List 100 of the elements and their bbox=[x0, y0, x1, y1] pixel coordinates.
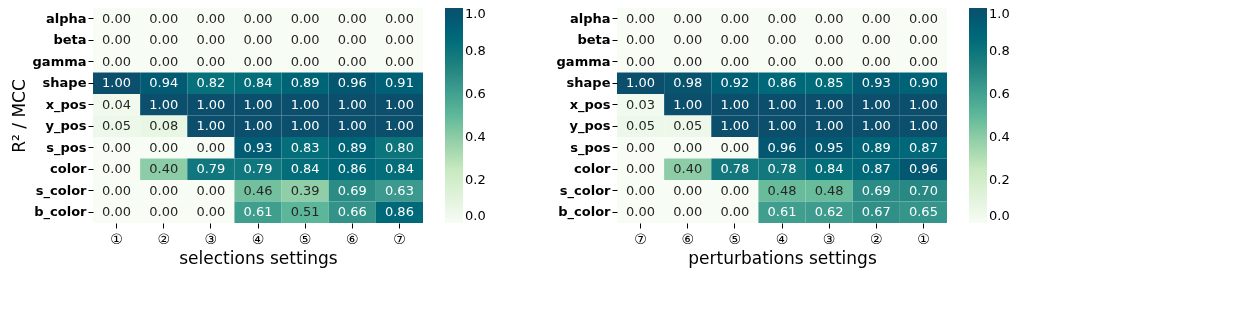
data-label: 0.00 bbox=[290, 32, 320, 48]
data-label: 0.00 bbox=[102, 10, 132, 26]
data-label: 1.00 bbox=[384, 96, 414, 112]
data-label: 0.61 bbox=[243, 204, 273, 220]
data-label: 0.80 bbox=[384, 139, 414, 155]
data-label: 0.00 bbox=[861, 10, 891, 26]
data-label: 0.00 bbox=[720, 204, 750, 220]
data-label: 0.00 bbox=[908, 10, 938, 26]
data-label: 0.00 bbox=[720, 182, 750, 198]
data-label: 0.39 bbox=[290, 182, 320, 198]
y-tick-label: beta bbox=[53, 32, 87, 48]
data-label: 0.48 bbox=[814, 182, 844, 198]
data-label: 0.00 bbox=[149, 204, 179, 220]
x-tick-label: ⑥ bbox=[346, 230, 359, 247]
data-label: 0.05 bbox=[626, 118, 656, 134]
data-label: 0.00 bbox=[673, 10, 703, 26]
data-label: 0.61 bbox=[767, 204, 797, 220]
x-axis-title: selections settings bbox=[179, 247, 338, 268]
data-label: 0.79 bbox=[243, 161, 273, 177]
data-label: 0.48 bbox=[767, 182, 797, 198]
data-label: 0.00 bbox=[102, 161, 132, 177]
data-label: 1.00 bbox=[337, 118, 367, 134]
x-axis-title: perturbations settings bbox=[688, 247, 877, 268]
y-tick-label: shape bbox=[42, 75, 87, 91]
color-bar-label: 0.8 bbox=[465, 43, 486, 58]
x-tick-label: ② bbox=[870, 230, 883, 247]
color-bar-label: 0.6 bbox=[465, 86, 486, 101]
data-label: 0.86 bbox=[767, 75, 797, 91]
data-label: 0.89 bbox=[337, 139, 367, 155]
data-label: 1.00 bbox=[290, 118, 320, 134]
data-label: 0.00 bbox=[626, 161, 656, 177]
data-label: 0.94 bbox=[149, 75, 179, 91]
y-tick-label: color bbox=[574, 161, 612, 177]
y-tick-label: s_pos bbox=[570, 139, 611, 156]
y-tick-label: b_color bbox=[558, 204, 612, 221]
data-label: 1.00 bbox=[673, 96, 703, 112]
data-label: 0.89 bbox=[290, 75, 320, 91]
y-tick-label: beta bbox=[577, 32, 611, 48]
data-label: 0.84 bbox=[814, 161, 844, 177]
data-label: 0.46 bbox=[243, 182, 273, 198]
data-label: 0.00 bbox=[196, 182, 226, 198]
y-tick-label: alpha bbox=[45, 10, 87, 26]
x-tick-label: ③ bbox=[204, 230, 218, 247]
data-label: 0.00 bbox=[102, 53, 132, 69]
data-label: 0.00 bbox=[290, 53, 320, 69]
color-bar-label: 0.6 bbox=[989, 86, 1010, 101]
y-tick-label: y_pos bbox=[45, 118, 87, 135]
data-label: 0.00 bbox=[384, 53, 414, 69]
data-label: 0.00 bbox=[626, 182, 656, 198]
data-label: 0.05 bbox=[102, 118, 132, 134]
data-label: 0.62 bbox=[814, 204, 844, 220]
data-label: 0.00 bbox=[626, 53, 656, 69]
data-label: 0.91 bbox=[384, 75, 414, 91]
data-label: 0.00 bbox=[908, 53, 938, 69]
data-label: 1.00 bbox=[384, 118, 414, 134]
data-label: 0.00 bbox=[673, 182, 703, 198]
data-label: 0.00 bbox=[149, 53, 179, 69]
color-bar-label: 0.2 bbox=[465, 172, 486, 187]
data-label: 0.86 bbox=[384, 204, 414, 220]
x-tick-label: ③ bbox=[822, 230, 836, 247]
x-tick-label: ④ bbox=[251, 230, 265, 247]
x-tick-label: ⑥ bbox=[681, 230, 694, 247]
y-tick-label: x_pos bbox=[45, 96, 87, 113]
data-label: 0.84 bbox=[290, 161, 320, 177]
data-label: 0.00 bbox=[720, 139, 750, 155]
y-tick-label: s_pos bbox=[46, 139, 87, 156]
y-tick-label: b_color bbox=[34, 204, 88, 221]
data-label: 1.00 bbox=[196, 96, 226, 112]
data-label: 0.00 bbox=[673, 204, 703, 220]
x-tick-label: ⑤ bbox=[728, 230, 742, 247]
data-label: 0.00 bbox=[337, 32, 367, 48]
data-label: 0.00 bbox=[384, 32, 414, 48]
x-tick-label: ① bbox=[110, 230, 123, 247]
data-label: 0.00 bbox=[243, 32, 273, 48]
data-label: 0.00 bbox=[720, 53, 750, 69]
data-label: 0.00 bbox=[720, 10, 750, 26]
data-label: 0.00 bbox=[149, 182, 179, 198]
data-label: 0.00 bbox=[243, 10, 273, 26]
data-label: 1.00 bbox=[814, 96, 844, 112]
color-bar-label: 0.2 bbox=[989, 172, 1010, 187]
data-label: 0.04 bbox=[102, 96, 132, 112]
data-label: 0.00 bbox=[767, 32, 797, 48]
data-label: 0.00 bbox=[149, 32, 179, 48]
y-tick-label: x_pos bbox=[569, 96, 611, 113]
data-label: 0.84 bbox=[243, 75, 273, 91]
data-label: 0.82 bbox=[196, 75, 226, 91]
data-label: 0.00 bbox=[384, 10, 414, 26]
data-label: 0.00 bbox=[102, 182, 132, 198]
color-bar-label: 0.0 bbox=[465, 208, 486, 223]
y-tick-label: gamma bbox=[556, 53, 611, 69]
x-tick-label: ④ bbox=[775, 230, 789, 247]
data-label: 0.89 bbox=[861, 139, 891, 155]
data-label: 0.00 bbox=[626, 32, 656, 48]
data-label: 0.86 bbox=[337, 161, 367, 177]
y-tick-label: shape bbox=[566, 75, 611, 91]
data-label: 0.00 bbox=[814, 53, 844, 69]
data-label: 0.87 bbox=[861, 161, 891, 177]
data-label: 0.00 bbox=[908, 32, 938, 48]
data-label: 0.00 bbox=[149, 10, 179, 26]
x-tick-label: ⑤ bbox=[298, 230, 312, 247]
